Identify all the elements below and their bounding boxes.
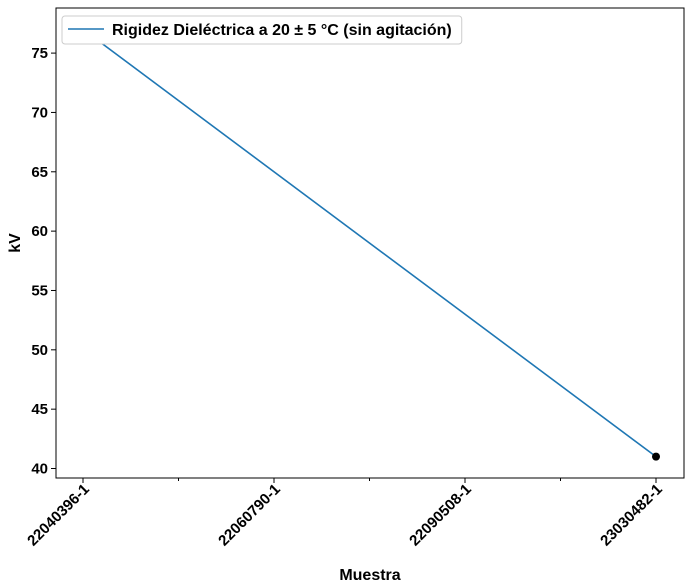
y-tick-label: 70: [31, 104, 48, 121]
legend-box: [61, 15, 463, 45]
y-axis: 40 45 50 55 60 65 70 75: [31, 45, 56, 478]
x-axis: 22040396-1 22060790-1 22090508-1 23030482-1: [24, 478, 666, 549]
y-tick-label: 60: [31, 223, 48, 240]
x-tick-label: 22040396-1: [24, 481, 93, 550]
y-axis-label: kV: [7, 233, 24, 253]
y-tick-label: 50: [31, 342, 48, 359]
y-tick-label: 55: [31, 282, 48, 299]
data-point: [652, 452, 660, 461]
y-tick-label: 65: [31, 164, 48, 181]
y-tick-label: 40: [31, 461, 48, 478]
x-tick-label: 23030482-1: [597, 481, 666, 550]
x-axis-label: Muestra: [339, 567, 400, 584]
series-line: [82, 28, 657, 458]
y-tick-label: 45: [31, 401, 48, 418]
x-tick-label: 22090508-1: [406, 481, 475, 550]
y-tick-label: 75: [31, 45, 48, 62]
legend: Rigidez Dieléctrica a 20 ± 5 °C (sin agi…: [61, 15, 463, 45]
x-tick-label: 22060790-1: [215, 481, 284, 550]
legend-series-label: Rigidez Dieléctrica a 20 ± 5 °C (sin agi…: [112, 22, 452, 39]
